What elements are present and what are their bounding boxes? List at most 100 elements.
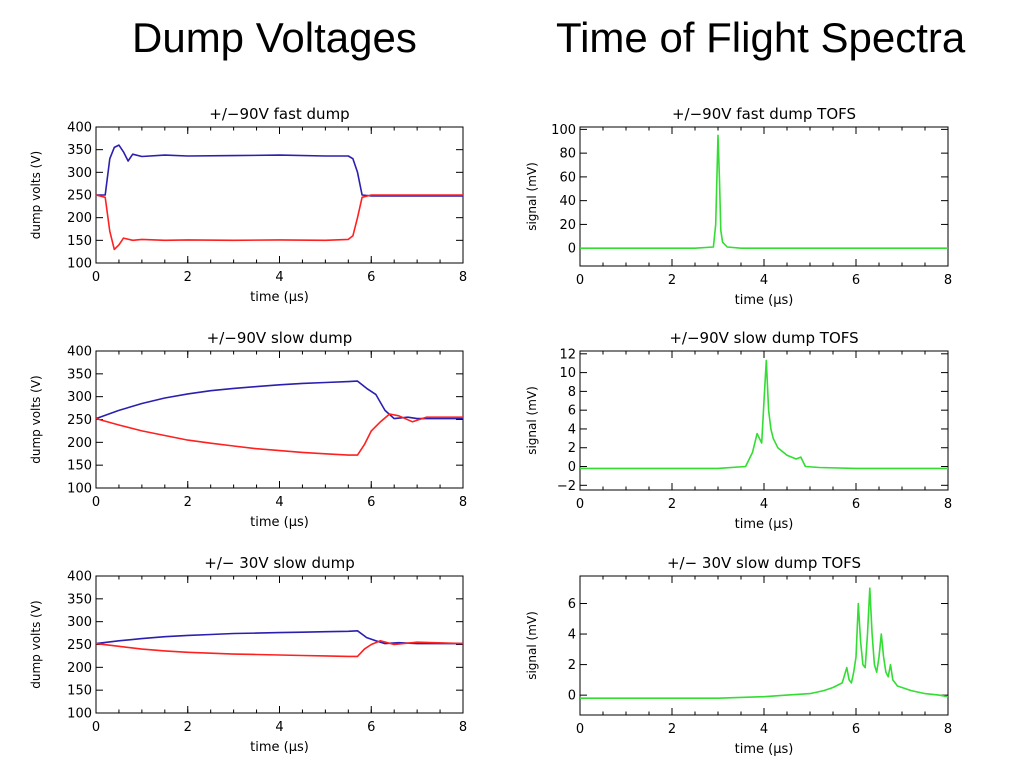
- y-tick-label: −2: [557, 479, 576, 494]
- y-tick-label: 100: [551, 123, 576, 138]
- series-line-0: [580, 587, 949, 700]
- x-tick-label: 6: [852, 722, 860, 737]
- y-tick-label: 400: [67, 121, 92, 136]
- chart-title: +/−90V slow dump: [207, 329, 353, 347]
- y-axis-label: signal (mV): [525, 162, 539, 231]
- series-line-0: [95, 380, 463, 420]
- x-tick-label: 0: [92, 495, 100, 510]
- y-tick-label: 100: [67, 482, 92, 497]
- series-line-1: [95, 639, 464, 658]
- y-tick-label: 100: [67, 257, 92, 272]
- x-axis-label: time (μs): [250, 740, 309, 755]
- y-tick-label: 20: [559, 218, 576, 233]
- chart-title: +/−90V fast dump TOFS: [672, 105, 856, 123]
- y-tick-label: 400: [67, 345, 92, 360]
- x-tick-label: 4: [275, 270, 283, 285]
- series-line-0: [580, 359, 948, 470]
- x-tick-label: 0: [92, 270, 100, 285]
- y-axis-label: dump volts (V): [29, 600, 43, 688]
- x-tick-label: 4: [275, 495, 283, 510]
- x-axis-label: time (μs): [250, 515, 309, 530]
- y-tick-label: 250: [67, 413, 92, 428]
- x-axis-label: time (μs): [735, 293, 794, 308]
- chart-title: +/−90V fast dump: [209, 105, 349, 123]
- x-tick-label: 8: [944, 273, 952, 288]
- y-tick-label: 6: [568, 404, 576, 419]
- x-tick-label: 4: [760, 497, 768, 512]
- x-tick-label: 2: [668, 497, 676, 512]
- series-line-0: [96, 144, 463, 197]
- x-tick-label: 0: [576, 497, 584, 512]
- x-tick-label: 2: [668, 722, 676, 737]
- x-axis-label: time (μs): [735, 517, 794, 532]
- x-tick-label: 8: [944, 497, 952, 512]
- y-tick-label: 8: [568, 385, 576, 400]
- x-tick-label: 2: [184, 720, 192, 735]
- y-axis-label: dump volts (V): [29, 375, 43, 463]
- y-tick-label: 350: [67, 592, 92, 607]
- y-tick-label: 400: [67, 570, 92, 585]
- y-tick-label: 40: [559, 194, 576, 209]
- x-tick-label: 0: [576, 273, 584, 288]
- y-tick-label: 150: [67, 684, 92, 699]
- y-tick-label: 300: [67, 166, 92, 181]
- x-tick-label: 4: [760, 273, 768, 288]
- y-tick-label: 0: [568, 689, 576, 704]
- x-tick-label: 8: [459, 720, 467, 735]
- plot-frame: [579, 575, 949, 716]
- y-tick-label: 0: [568, 242, 576, 257]
- series-line-1: [95, 194, 463, 251]
- y-tick-label: 300: [67, 615, 92, 630]
- chart-title: +/− 30V slow dump: [204, 554, 354, 572]
- y-tick-label: 4: [568, 422, 576, 437]
- x-tick-label: 8: [944, 722, 952, 737]
- y-tick-label: 10: [559, 366, 576, 381]
- chart-title: +/−90V slow dump TOFS: [669, 329, 858, 347]
- x-tick-label: 2: [184, 495, 192, 510]
- x-axis-label: time (μs): [735, 742, 794, 757]
- x-tick-label: 2: [184, 270, 192, 285]
- y-axis-label: signal (mV): [525, 611, 539, 680]
- x-tick-label: 8: [459, 270, 467, 285]
- chart-title: +/− 30V slow dump TOFS: [667, 554, 861, 572]
- y-tick-label: 2: [568, 441, 576, 456]
- y-tick-label: 2: [568, 658, 576, 673]
- y-axis-label: dump volts (V): [29, 151, 43, 239]
- y-tick-label: 100: [67, 707, 92, 722]
- y-tick-label: 350: [67, 367, 92, 382]
- y-tick-label: 80: [559, 147, 576, 162]
- y-tick-label: 350: [67, 143, 92, 158]
- y-tick-label: 150: [67, 459, 92, 474]
- y-tick-label: 200: [67, 211, 92, 226]
- y-tick-label: 60: [559, 170, 576, 185]
- series-line-0: [580, 134, 948, 249]
- y-tick-label: 250: [67, 638, 92, 653]
- y-tick-label: 200: [67, 661, 92, 676]
- x-tick-label: 0: [576, 722, 584, 737]
- x-tick-label: 2: [668, 273, 676, 288]
- x-tick-label: 6: [367, 270, 375, 285]
- x-tick-label: 4: [760, 722, 768, 737]
- x-tick-label: 4: [275, 720, 283, 735]
- series-line-1: [95, 413, 463, 456]
- y-tick-label: 200: [67, 436, 92, 451]
- x-tick-label: 8: [459, 495, 467, 510]
- dump-voltages-heading: Dump Voltages: [132, 14, 417, 61]
- y-tick-label: 12: [559, 347, 576, 362]
- x-tick-label: 6: [852, 273, 860, 288]
- y-tick-label: 4: [568, 628, 576, 643]
- y-tick-label: 6: [568, 597, 576, 612]
- y-tick-label: 150: [67, 234, 92, 249]
- x-tick-label: 6: [852, 497, 860, 512]
- x-tick-label: 6: [367, 720, 375, 735]
- x-tick-label: 0: [92, 720, 100, 735]
- y-tick-label: 250: [67, 189, 92, 204]
- tof-spectra-heading: Time of Flight Spectra: [556, 14, 966, 61]
- x-axis-label: time (μs): [250, 290, 309, 305]
